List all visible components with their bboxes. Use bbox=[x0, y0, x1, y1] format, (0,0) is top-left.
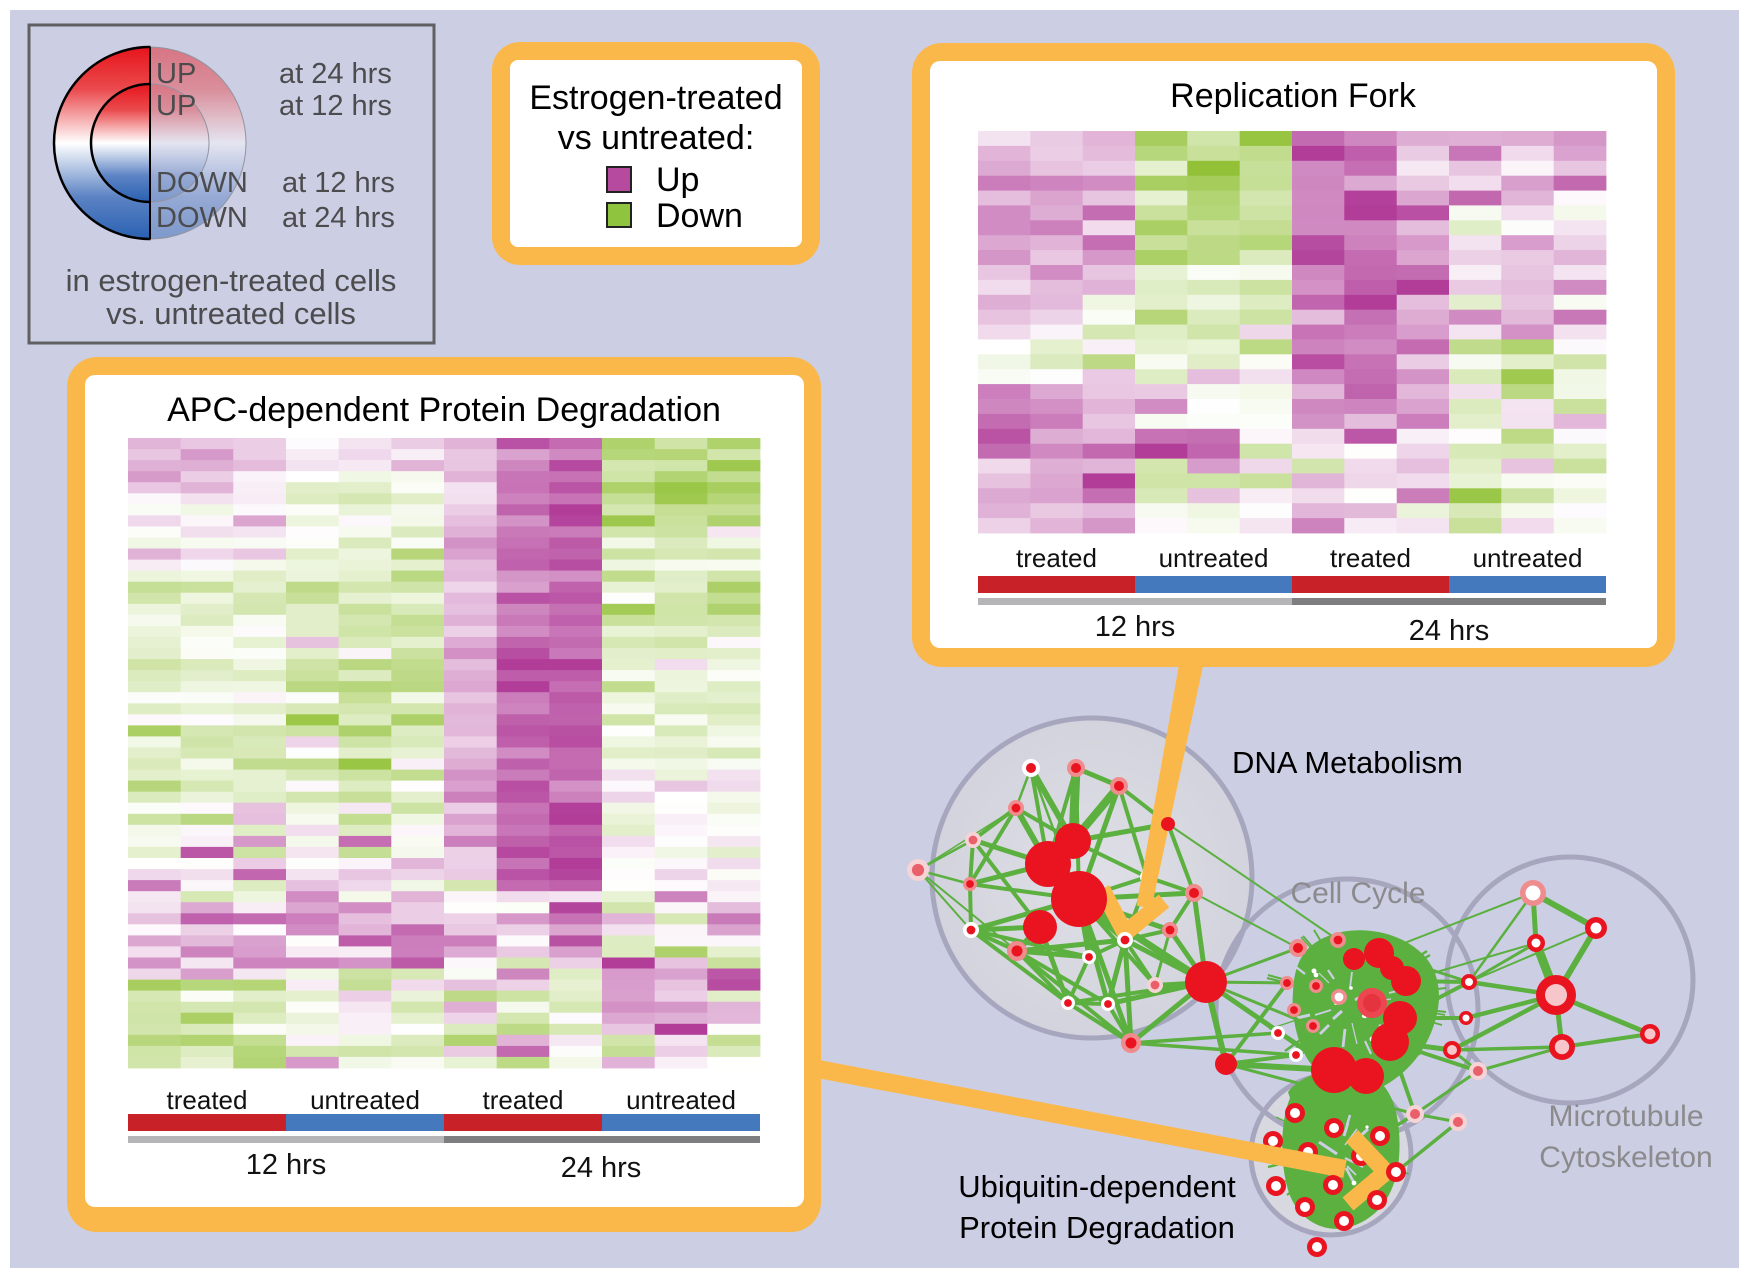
svg-text:treated: treated bbox=[1330, 543, 1411, 573]
svg-text:vs untreated:: vs untreated: bbox=[558, 119, 755, 157]
svg-text:Up: Up bbox=[656, 161, 699, 199]
svg-text:Cytoskeleton: Cytoskeleton bbox=[1539, 1141, 1712, 1174]
svg-text:Replication Fork: Replication Fork bbox=[1170, 77, 1417, 115]
svg-text:treated: treated bbox=[1016, 543, 1097, 573]
svg-text:treated: treated bbox=[167, 1085, 248, 1115]
svg-text:untreated: untreated bbox=[310, 1085, 420, 1115]
svg-text:vs. untreated cells: vs. untreated cells bbox=[106, 296, 356, 331]
svg-text:24 hrs: 24 hrs bbox=[561, 1152, 642, 1184]
svg-text:DOWN: DOWN bbox=[156, 202, 248, 234]
svg-text:untreated: untreated bbox=[626, 1085, 736, 1115]
svg-text:treated: treated bbox=[483, 1085, 564, 1115]
svg-text:UP: UP bbox=[156, 90, 196, 122]
svg-text:Cell Cycle: Cell Cycle bbox=[1290, 877, 1425, 910]
svg-text:Ubiquitin-dependent: Ubiquitin-dependent bbox=[958, 1169, 1236, 1204]
svg-text:at 12 hrs: at 12 hrs bbox=[282, 167, 395, 199]
svg-text:at 12 hrs: at 12 hrs bbox=[279, 90, 392, 122]
svg-text:12 hrs: 12 hrs bbox=[1095, 611, 1176, 643]
svg-text:Microtubule: Microtubule bbox=[1548, 1100, 1703, 1133]
svg-text:APC-dependent Protein Degradat: APC-dependent Protein Degradation bbox=[167, 391, 721, 429]
svg-text:DOWN: DOWN bbox=[156, 167, 248, 199]
svg-text:at 24 hrs: at 24 hrs bbox=[282, 202, 395, 234]
svg-text:24 hrs: 24 hrs bbox=[1409, 615, 1490, 647]
svg-text:Protein Degradation: Protein Degradation bbox=[959, 1210, 1235, 1245]
svg-text:Estrogen-treated: Estrogen-treated bbox=[529, 79, 782, 117]
svg-text:Down: Down bbox=[656, 197, 743, 235]
svg-text:untreated: untreated bbox=[1159, 543, 1269, 573]
svg-text:untreated: untreated bbox=[1473, 543, 1583, 573]
svg-text:DNA Metabolism: DNA Metabolism bbox=[1232, 745, 1463, 780]
svg-text:12 hrs: 12 hrs bbox=[246, 1149, 327, 1181]
svg-text:UP: UP bbox=[156, 58, 196, 90]
svg-text:in estrogen-treated cells: in estrogen-treated cells bbox=[66, 263, 397, 298]
svg-text:at 24 hrs: at 24 hrs bbox=[279, 58, 392, 90]
